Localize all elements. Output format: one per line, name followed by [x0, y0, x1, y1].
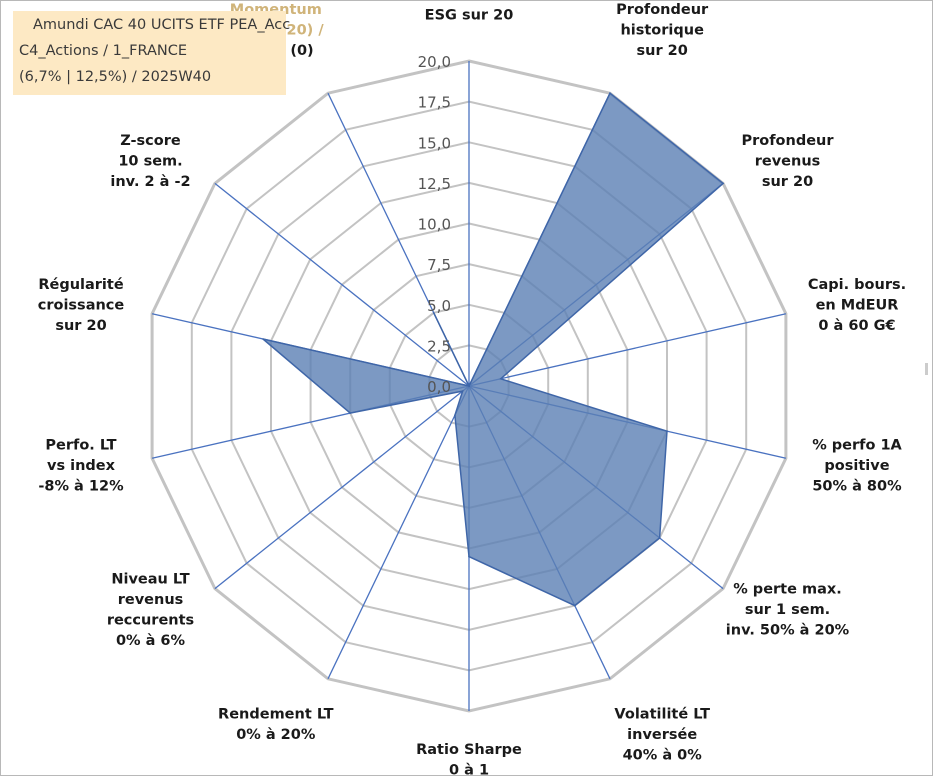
- axis-label: historique: [620, 23, 704, 39]
- data-point: [349, 412, 352, 414]
- axis-label: Niveau LT: [111, 572, 189, 588]
- axis-spoke: [214, 182, 470, 387]
- axis-label: Ratio Sharpe: [416, 742, 522, 758]
- axis-label: inversée: [627, 727, 697, 743]
- axis-label: croissance: [38, 298, 125, 314]
- axis-label: revenus: [118, 592, 184, 608]
- data-point: [666, 430, 668, 433]
- axis-label: 10 sem.: [118, 153, 182, 169]
- series-layer: [262, 92, 725, 607]
- axis-label: % perte max.: [733, 582, 842, 598]
- tick-label: 10,0: [418, 216, 451, 234]
- axis-spoke: [214, 385, 470, 590]
- tick-label: 5,0: [427, 297, 451, 315]
- axis-label: sur 20: [637, 43, 688, 59]
- data-point: [499, 378, 502, 380]
- tick-label: 7,5: [427, 256, 451, 274]
- axis-label: Profondeur: [741, 133, 834, 149]
- data-point: [262, 338, 264, 340]
- axis-label-layer: Note ESG sur 20 Profondeur historique sur 20…: [38, 1, 906, 775]
- data-point: [454, 414, 456, 417]
- data-point: [658, 537, 661, 539]
- axis-label: 0% à 20%: [236, 727, 316, 743]
- axis-label: sur 1 sem.: [745, 602, 830, 618]
- axis-label: vs index: [47, 458, 116, 474]
- axis-spoke: [468, 313, 787, 387]
- axis-label: reccurents: [107, 613, 194, 629]
- data-point: [722, 182, 724, 185]
- tick-label: 20,0: [418, 53, 451, 71]
- axis-label: ESG sur 20: [425, 8, 514, 24]
- axis-label: Profondeur: [616, 2, 709, 18]
- axis-label: 0 à 1: [449, 763, 489, 776]
- axis-label: 0% à 6%: [116, 633, 186, 649]
- data-point: [609, 92, 611, 94]
- axis-label: -8% à 12%: [38, 478, 124, 494]
- axis-label: inv. 50% à 20%: [726, 623, 850, 639]
- tick-label: 0,0: [427, 378, 451, 396]
- tick-label: 2,5: [427, 337, 451, 355]
- axis-label: revenus: [755, 153, 821, 169]
- title-line-3: (6,7% | 12,5%) / 2025W40: [19, 69, 212, 85]
- axis-label: % perfo 1A: [812, 437, 902, 453]
- tick-layer: 0,0 2,5 5,0 7,5 10,0 12,5 15,0 17,5 20,0: [418, 53, 451, 396]
- axis-label: Rendement LT: [218, 706, 334, 722]
- axis-label: en MdEUR: [816, 298, 899, 314]
- axis-label: inv. 2 à -2: [110, 174, 190, 190]
- axis-label: 0 à 60 G€: [818, 318, 895, 334]
- tick-label: 15,0: [418, 134, 451, 152]
- axis-label: sur 20: [55, 318, 106, 334]
- axis-label: Capi. bours.: [808, 277, 906, 293]
- axis-label: Régularité: [38, 277, 124, 293]
- title-line-1: Amundi CAC 40 UCITS ETF PEA_Acc: [33, 17, 291, 33]
- axis-label: Z-score: [120, 133, 181, 149]
- axis-label: Note: [450, 1, 489, 3]
- data-point: [461, 390, 464, 392]
- axis-label: 40% à 0%: [623, 747, 703, 763]
- axis-spoke: [327, 385, 470, 680]
- axis-label: Volatilité LT: [614, 706, 710, 722]
- data-point: [468, 555, 470, 558]
- data-point: [432, 312, 435, 314]
- data-point: [574, 604, 576, 607]
- data-point: [468, 385, 470, 387]
- axis-label: 50% à 80%: [812, 478, 902, 494]
- axis-label: sur 20: [762, 174, 813, 190]
- title-box: Amundi CAC 40 UCITS ETF PEA_Acc C4_Actio…: [13, 11, 290, 95]
- scroll-indicator: [925, 363, 928, 375]
- tick-label: 12,5: [418, 175, 451, 193]
- axis-label: positive: [824, 458, 889, 474]
- tick-label: 17,5: [418, 94, 451, 112]
- axis-label: Perfo. LT: [45, 437, 116, 453]
- title-line-2: C4_Actions / 1_FRANCE: [19, 43, 188, 59]
